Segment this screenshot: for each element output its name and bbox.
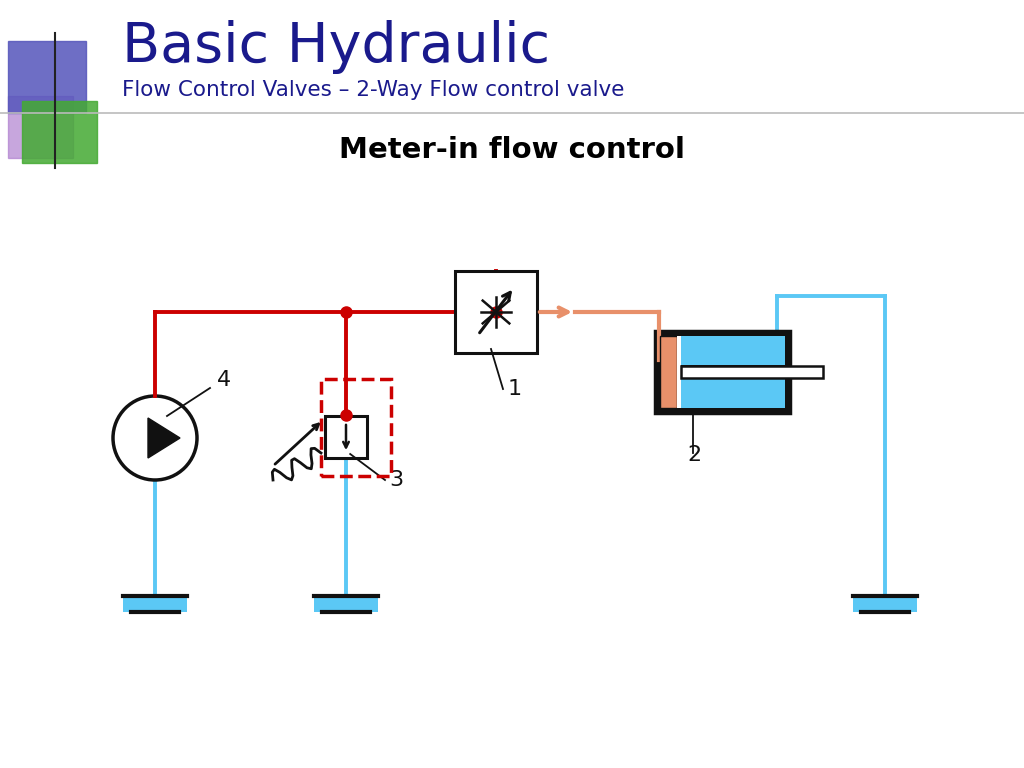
Polygon shape	[148, 418, 180, 458]
Text: 1: 1	[508, 379, 522, 399]
Text: 4: 4	[217, 370, 231, 390]
Bar	[853, 596, 918, 612]
Bar	[8, 41, 86, 113]
Text: Meter-in flow control: Meter-in flow control	[339, 136, 685, 164]
Bar	[660, 336, 677, 408]
Text: Flow Control Valves – 2-Way Flow control valve: Flow Control Valves – 2-Way Flow control…	[122, 80, 625, 100]
Text: 2: 2	[687, 445, 701, 465]
Bar	[677, 336, 681, 408]
Bar	[8, 96, 73, 158]
Bar	[325, 416, 367, 458]
Circle shape	[113, 396, 197, 480]
Bar	[321, 379, 391, 476]
Bar	[655, 331, 790, 413]
Bar	[681, 366, 823, 378]
Bar	[314, 596, 378, 612]
Bar	[22, 101, 97, 163]
Text: Basic Hydraulic: Basic Hydraulic	[122, 20, 550, 74]
Bar	[681, 336, 785, 365]
Text: 3: 3	[389, 470, 403, 490]
Bar	[681, 379, 785, 408]
Bar	[455, 271, 537, 353]
Bar	[123, 596, 187, 612]
